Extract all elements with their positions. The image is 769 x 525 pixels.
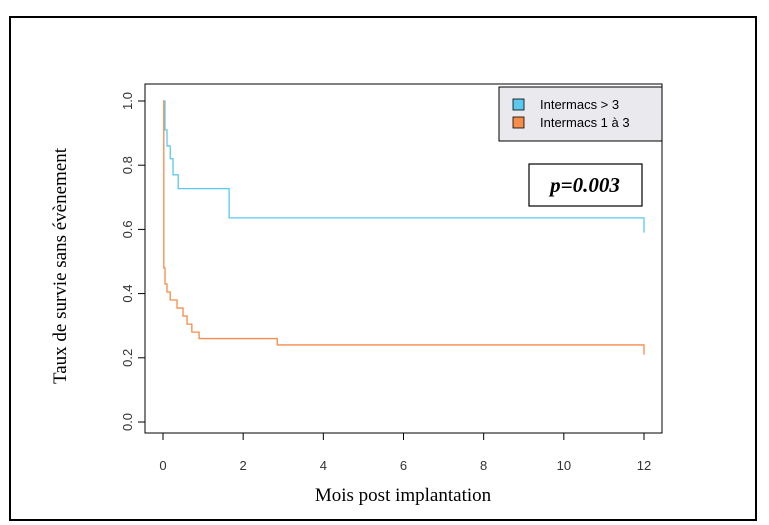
x-tick-label: 6 [400, 458, 407, 473]
x-tick-label: 2 [240, 458, 247, 473]
legend-label-intermacs-gt3: Intermacs > 3 [540, 97, 619, 112]
y-tick-label: 0.2 [120, 349, 135, 367]
p-value-annotation: p=0.003 [528, 163, 643, 207]
x-tick-label: 10 [557, 458, 571, 473]
legend-box [498, 86, 663, 142]
legend: Intermacs > 3 Intermacs 1 à 3 [498, 86, 663, 142]
survival-line-intermacs-gt3 [163, 100, 645, 233]
y-axis-title: Taux de survie sans évènement [50, 147, 71, 384]
y-tick-label: 0.6 [120, 220, 135, 238]
p-value-label: p=0.003 [548, 173, 620, 197]
x-tick-label: 4 [320, 458, 327, 473]
x-tick-label: 12 [637, 458, 651, 473]
legend-label-intermacs-1-3: Intermacs 1 à 3 [540, 115, 630, 130]
survival-line-intermacs-1-3 [163, 100, 645, 355]
y-tick-label: 0.8 [120, 156, 135, 174]
x-tick-label: 0 [159, 458, 166, 473]
axes-ticks: 0 2 4 6 8 10 12 0.0 0.2 0.4 0.6 0.8 1.0 [120, 92, 651, 473]
legend-swatch-intermacs-1-3 [512, 116, 525, 129]
legend-swatch-intermacs-gt3 [512, 98, 525, 111]
x-tick-label: 8 [480, 458, 487, 473]
y-tick-label: 0.0 [120, 413, 135, 431]
survival-curves [163, 100, 645, 355]
p-value-box [528, 163, 643, 207]
y-tick-label: 1.0 [120, 92, 135, 110]
x-axis-title: Mois post implantation [315, 485, 492, 506]
y-tick-label: 0.4 [120, 285, 135, 303]
